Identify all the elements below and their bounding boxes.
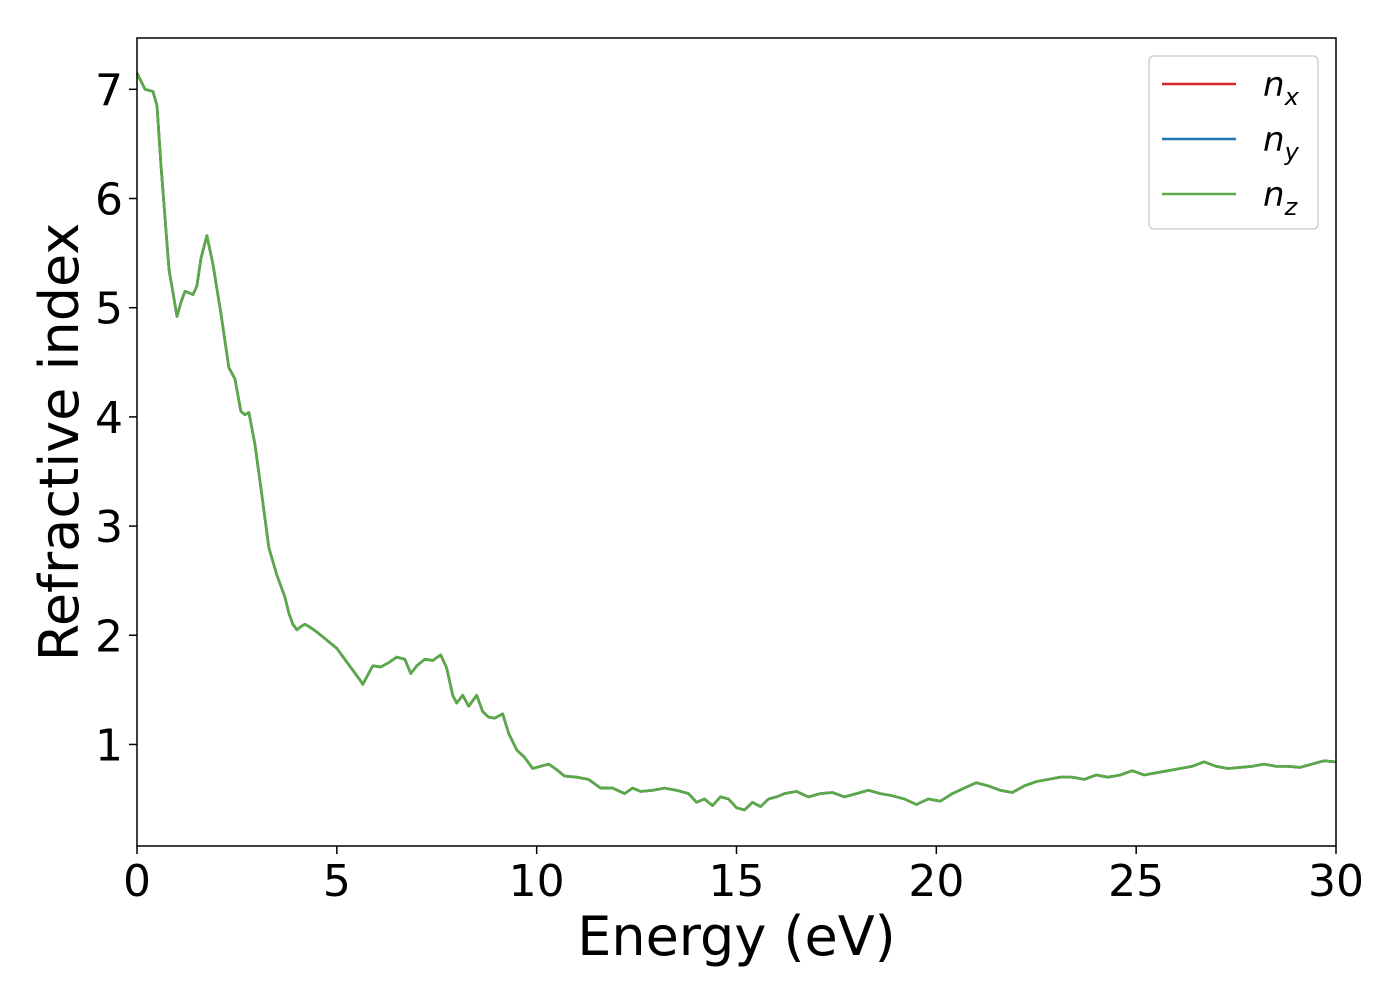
x-tick-label: 25 bbox=[1108, 856, 1164, 907]
y-tick-label: 3 bbox=[95, 502, 123, 553]
legend-box bbox=[1148, 55, 1319, 230]
plot-lines bbox=[135, 72, 1337, 812]
y-axis-label: Refractive index bbox=[28, 223, 91, 662]
y-tick-label: 7 bbox=[95, 65, 123, 116]
x-tick-label: 20 bbox=[908, 856, 964, 907]
legend-label-ny: ny bbox=[1263, 120, 1300, 166]
legend-label-nz: nz bbox=[1263, 175, 1299, 221]
x-tick-label: 30 bbox=[1308, 856, 1364, 907]
x-tick-label: 15 bbox=[709, 856, 765, 907]
y-axis-ticks: 1 2 3 4 5 6 7 bbox=[95, 65, 137, 771]
y-tick-label: 4 bbox=[95, 393, 123, 444]
y-tick-label: 5 bbox=[95, 284, 123, 335]
y-tick-label: 2 bbox=[95, 611, 123, 662]
series-line-nz bbox=[135, 72, 1337, 812]
y-tick-label: 6 bbox=[95, 175, 123, 226]
x-tick-label: 10 bbox=[509, 856, 565, 907]
x-tick-label: 0 bbox=[123, 856, 151, 907]
legend: nx ny nz bbox=[1148, 55, 1319, 230]
x-axis-ticks: 0 5 10 15 20 25 30 bbox=[123, 846, 1364, 907]
y-tick-label: 1 bbox=[95, 720, 123, 771]
x-axis-label: Energy (eV) bbox=[577, 905, 896, 968]
legend-label-nx: nx bbox=[1263, 65, 1300, 111]
x-tick-label: 5 bbox=[323, 856, 351, 907]
